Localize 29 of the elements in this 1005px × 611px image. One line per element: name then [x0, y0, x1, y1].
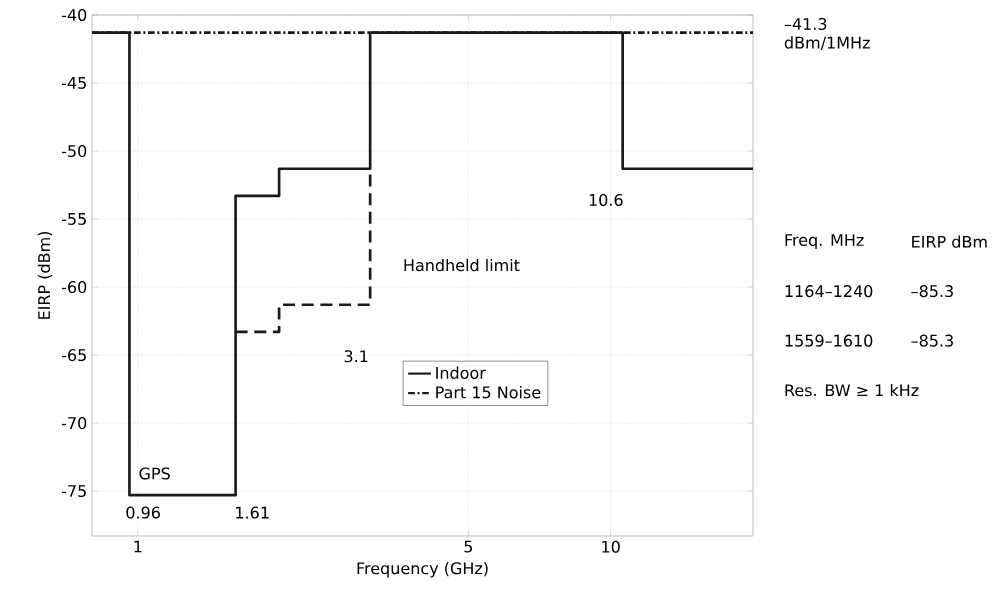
annotation: 1.61 — [236, 506, 269, 519]
y-tick-label: -40 — [61, 8, 87, 22]
annotation: 3.1 — [344, 350, 368, 363]
text: EIRP dBm — [912, 235, 987, 248]
y-tick-label: -75 — [61, 485, 86, 498]
text: Res. BW ≥ 1 kHz — [785, 383, 919, 397]
text: –85.3 — [911, 334, 953, 347]
y-tick-label: -55 — [61, 213, 86, 225]
annotation: GPS — [139, 467, 170, 480]
y-tick-label: -50 — [61, 144, 87, 158]
text: –85.3 — [911, 285, 953, 298]
y-tick-label: -60 — [61, 281, 87, 294]
legend-label: Indoor — [436, 366, 486, 379]
y-tick-label: -70 — [61, 417, 87, 430]
x-tick-label: 5 — [464, 540, 473, 553]
x-tick-label: 1 — [134, 540, 142, 553]
annotation: Handheld limit — [404, 258, 520, 272]
text: Freq. MHz — [785, 234, 864, 250]
x-tick-label: 10 — [602, 540, 620, 553]
text: –41.3 dBm/1MHz — [784, 17, 870, 50]
annotation: 10.6 — [589, 193, 623, 206]
annotation: 0.96 — [126, 506, 160, 519]
text: 1164–1240 — [785, 285, 873, 298]
text: 1559–1610 — [785, 334, 873, 347]
y-tick-label: -45 — [61, 77, 86, 89]
y-axis-title: EIRP (dBm) — [37, 231, 53, 319]
legend-label: Part 15 Noise — [436, 386, 541, 399]
x-axis-title: Frequency (GHz) — [357, 561, 488, 578]
y-tick-label: -65 — [61, 349, 86, 362]
